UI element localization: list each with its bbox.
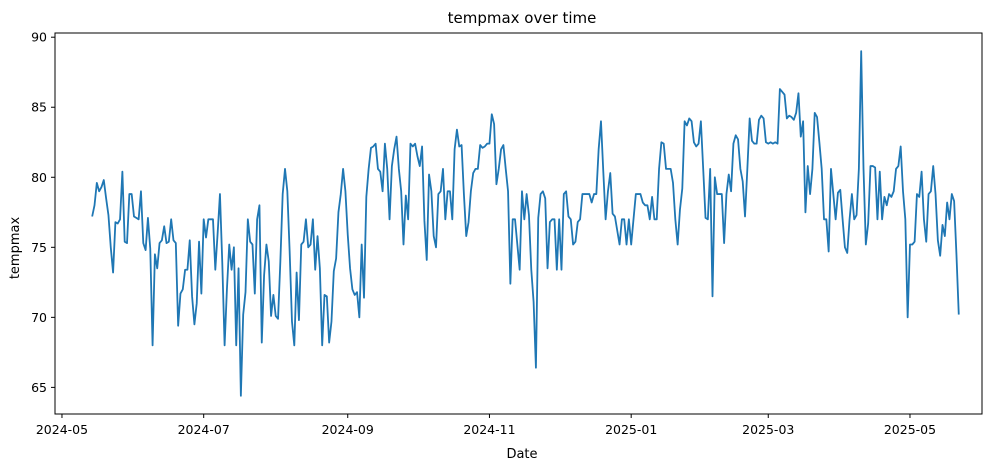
y-tick-label: 90	[31, 30, 47, 45]
x-tick-label: 2024-11	[463, 422, 515, 437]
chart-title: tempmax over time	[448, 9, 597, 27]
series-line-tempmax	[91, 50, 960, 397]
x-tick-label: 2024-09	[322, 422, 374, 437]
y-tick-label: 70	[31, 310, 47, 325]
x-tick-label: 2024-05	[36, 422, 88, 437]
x-tick-label: 2025-05	[884, 422, 936, 437]
x-tick-label: 2025-03	[742, 422, 794, 437]
y-tick-label: 75	[31, 240, 47, 255]
x-tick-label: 2025-01	[605, 422, 657, 437]
y-tick-label: 65	[31, 380, 47, 395]
x-axis: 2024-05 2024-07 2024-09 2024-11 2025-01 2025-…	[36, 414, 936, 437]
y-tick-label: 80	[31, 170, 47, 185]
x-axis-label: Date	[506, 447, 537, 462]
plot-area	[54, 32, 983, 415]
plot-frame	[54, 32, 983, 415]
y-tick-label: 85	[31, 100, 47, 115]
y-axis-label: tempmax	[8, 217, 23, 280]
x-tick-label: 2024-07	[178, 422, 230, 437]
y-axis: 65 70 75 80 85 90	[31, 30, 55, 395]
